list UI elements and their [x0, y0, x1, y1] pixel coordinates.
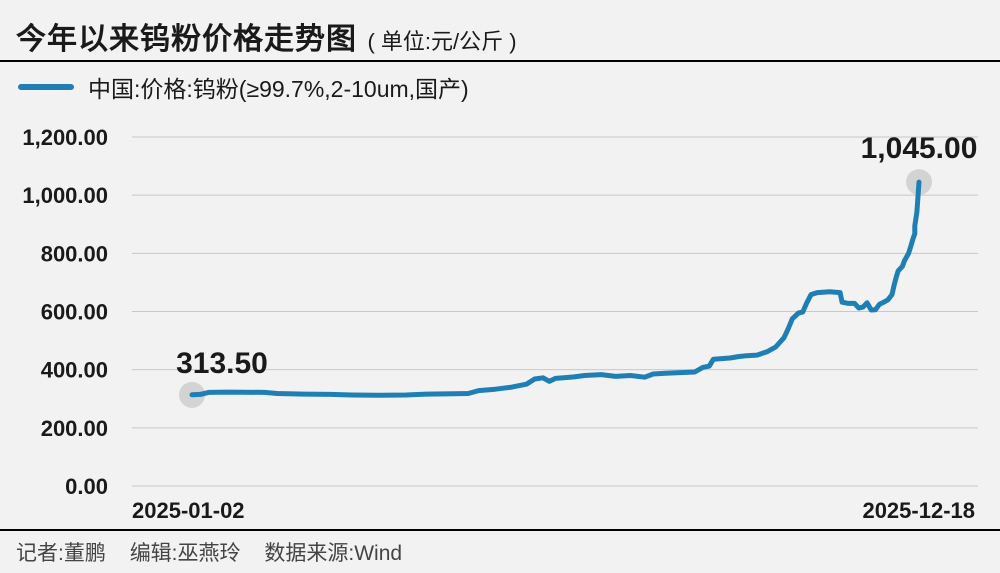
x-tick-label: 2025-12-18 — [862, 498, 975, 523]
top-divider — [0, 60, 1000, 62]
legend-label: 中国:价格:钨粉(≥99.7%,2-10um,国产) — [88, 76, 469, 102]
credits: 记者:董鹏 编辑:巫燕玲 数据来源:Wind — [16, 537, 402, 567]
y-tick-label: 400.00 — [41, 358, 108, 383]
source-credit: 数据来源:Wind — [264, 542, 403, 565]
y-tick-label: 800.00 — [41, 241, 108, 266]
editor-credit: 编辑:巫燕玲 — [129, 542, 241, 565]
y-tick-label: 600.00 — [41, 300, 108, 325]
legend-swatch — [18, 84, 74, 90]
start-value-label: 313.50 — [176, 347, 268, 380]
y-tick-label: 1,200.00 — [22, 125, 108, 150]
chart-title: 今年以来钨粉价格走势图 — [16, 23, 357, 56]
bottom-divider — [0, 529, 1000, 531]
legend: 中国:价格:钨粉(≥99.7%,2-10um,国产) — [18, 70, 469, 104]
chart-unit: ( 单位:元/公斤 ) — [367, 29, 517, 54]
y-tick-label: 1,000.00 — [22, 183, 108, 208]
chart-title-row: 今年以来钨粉价格走势图 ( 单位:元/公斤 ) — [16, 14, 517, 58]
price-series-line — [189, 179, 922, 398]
y-tick-label: 0.00 — [65, 474, 108, 499]
reporter-credit: 记者:董鹏 — [16, 542, 106, 565]
y-tick-label: 200.00 — [41, 416, 108, 441]
end-value-label: 1,045.00 — [861, 132, 978, 165]
x-tick-label: 2025-01-02 — [132, 498, 245, 523]
